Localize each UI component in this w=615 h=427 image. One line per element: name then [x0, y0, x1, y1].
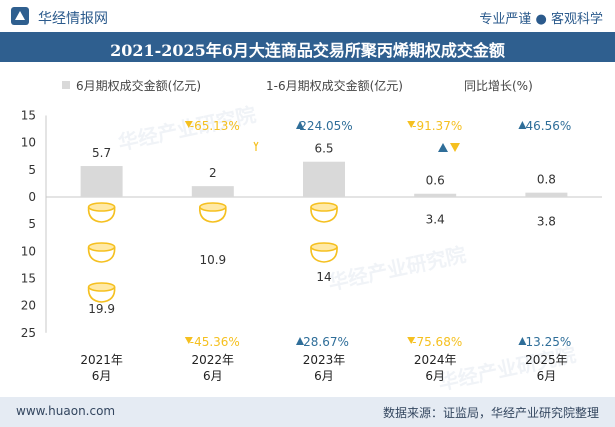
x-tick-label: 2022年 — [192, 353, 235, 367]
brand-name: 华经情报网 — [38, 11, 108, 27]
y-tick-label: 5 — [28, 217, 36, 231]
coin-icon — [310, 202, 338, 223]
coin-icon — [87, 242, 116, 263]
footer-website: www.huaon.com — [16, 404, 116, 418]
coin-top — [87, 202, 116, 212]
yoy-month-label-up-triangle — [518, 121, 527, 129]
y-tick-label: 15 — [21, 271, 36, 285]
x-tick-label: 2024年 — [414, 353, 457, 367]
x-tick-label: 2025年 — [525, 353, 568, 367]
yoy-cumulative-label-up-triangle — [518, 337, 527, 345]
yoy-month-label: 224.05% — [299, 119, 352, 133]
coin-body — [87, 206, 116, 223]
footer-bar — [0, 397, 615, 427]
yoy-month-label: 46.56% — [526, 119, 572, 133]
legend-up-triangle — [438, 143, 448, 152]
watermark-text: 华经产业研究院 — [436, 342, 578, 395]
data-label-cumulative: 3.8 — [537, 215, 556, 229]
yoy-month-label-down-triangle — [184, 121, 193, 128]
yoy-cumulative-label: -45.36% — [190, 335, 240, 349]
yoy-cumulative-label: 13.25% — [526, 335, 572, 349]
tagline: 专业严谨 ● 客观科学 — [479, 12, 603, 27]
header-bar — [0, 0, 615, 32]
y-tick-label: 15 — [21, 109, 36, 123]
coin-top — [87, 282, 116, 292]
y-tick-label: 0 — [28, 190, 36, 204]
yoy-month-label-down-triangle — [407, 121, 416, 128]
data-label-cumulative: 14 — [316, 270, 331, 284]
legend-label-yoy: 同比增长(%) — [464, 79, 533, 93]
bar-monthly — [191, 186, 234, 197]
coin-body — [310, 246, 338, 263]
chart-title: 2021-2025年6月大连商品交易所聚丙烯期权成交金额 — [110, 41, 505, 60]
x-tick-label: 2021年 — [80, 353, 123, 367]
y-tick-label: 5 — [28, 163, 36, 177]
yoy-month-label: -65.13% — [190, 119, 240, 133]
footer-source: 数据来源：证监局，华经产业研究院整理 — [382, 406, 599, 420]
y-tick-label: 25 — [21, 326, 36, 340]
data-label-monthly: 6.5 — [314, 142, 333, 156]
yoy-cumulative-label: 28.67% — [303, 335, 349, 349]
bar-monthly — [525, 192, 568, 197]
coin-top — [199, 202, 227, 212]
data-label-monthly: 2 — [209, 166, 217, 180]
data-label-cumulative: 19.9 — [88, 302, 115, 316]
legend-down-triangle — [450, 143, 460, 152]
coin-body — [87, 286, 116, 303]
x-tick-label: 6月 — [537, 369, 557, 383]
data-label-monthly: 0.6 — [426, 174, 445, 188]
legend-marker-cumulative — [253, 141, 259, 151]
data-label-cumulative: 10.9 — [199, 253, 226, 267]
x-tick-label: 6月 — [425, 369, 445, 383]
yoy-month-label-up-triangle — [296, 121, 304, 129]
coin-top — [310, 242, 338, 252]
yoy-cumulative-label-down-triangle — [184, 337, 193, 344]
legend-label-monthly: 6月期权成交金额(亿元) — [76, 78, 201, 93]
data-label-monthly: 5.7 — [92, 146, 111, 160]
x-tick-label: 6月 — [314, 369, 334, 383]
x-tick-label: 6月 — [203, 369, 223, 383]
legend-marker-monthly — [62, 81, 70, 89]
coin-icon — [310, 242, 338, 263]
y-tick-label: 20 — [21, 299, 36, 313]
bar-monthly — [303, 161, 345, 197]
coin-body — [87, 246, 116, 263]
watermark-text: 华经产业研究院 — [326, 242, 468, 295]
coin-icon — [198, 202, 227, 223]
coin-body — [310, 206, 338, 223]
yoy-cumulative-label: -75.68% — [412, 335, 462, 349]
bar-monthly — [414, 193, 457, 197]
x-tick-label: 6月 — [92, 369, 112, 383]
coin-icon — [87, 202, 116, 223]
bar-monthly — [80, 166, 123, 197]
coin-top — [310, 202, 338, 212]
yoy-cumulative-label-down-triangle — [407, 337, 416, 344]
data-label-cumulative: 3.4 — [426, 212, 445, 226]
coin-icon — [87, 282, 116, 303]
coin-top — [87, 242, 116, 252]
y-tick-label: 10 — [21, 136, 36, 150]
title-bar — [0, 32, 615, 62]
yoy-cumulative-label-up-triangle — [296, 337, 304, 345]
huajing-logo-icon — [11, 7, 29, 25]
yoy-month-label: -91.37% — [412, 119, 462, 133]
coin-body — [198, 206, 227, 223]
y-tick-label: 10 — [21, 244, 36, 258]
x-tick-label: 2023年 — [303, 353, 346, 367]
legend-label-cumulative: 1-6月期权成交金额(亿元) — [266, 78, 403, 93]
data-label-monthly: 0.8 — [537, 173, 556, 187]
